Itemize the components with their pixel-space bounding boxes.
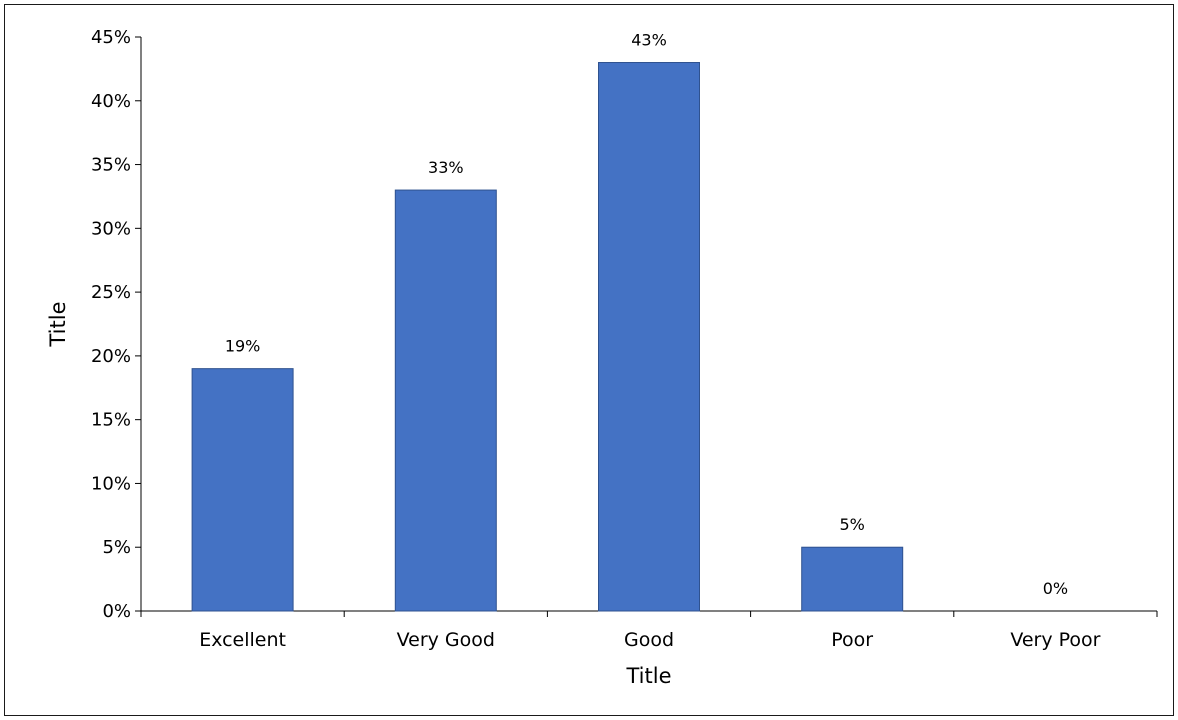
data-label: 5%	[840, 515, 865, 534]
y-tick-label: 35%	[91, 155, 131, 176]
x-tick-label: Very Poor	[1010, 629, 1100, 651]
x-tick-label: Very Good	[397, 629, 495, 651]
y-tick-label: 5%	[102, 537, 131, 558]
bars	[191, 62, 904, 612]
y-tick-label: 10%	[91, 473, 131, 494]
data-label: 33%	[428, 158, 464, 177]
y-tick-label: 0%	[102, 601, 131, 622]
bar-excellent	[191, 368, 294, 612]
bar-poor	[801, 546, 904, 612]
data-label: 0%	[1043, 579, 1068, 598]
x-tick-label: Poor	[831, 629, 873, 651]
chart-frame: 0% 5% 10% 15% 20% 25% 30% 35% 40% 45% Excellent Ve…	[4, 4, 1174, 716]
y-axis-title: Title	[46, 301, 70, 347]
y-tick-label: 30%	[91, 218, 131, 239]
bar-chart: 0% 5% 10% 15% 20% 25% 30% 35% 40% 45% Excellent Ve…	[46, 27, 1158, 688]
data-label: 43%	[631, 31, 667, 50]
bar-very-good	[394, 189, 497, 612]
y-tick-label: 40%	[91, 91, 131, 112]
data-label: 19%	[225, 337, 261, 356]
data-labels: 19% 33% 43% 5% 0%	[225, 31, 1068, 598]
bar-good	[598, 62, 700, 612]
y-tick-label: 25%	[91, 282, 131, 303]
x-tick-label: Good	[624, 629, 674, 651]
y-tick-label: 15%	[91, 410, 131, 431]
y-tick-label: 45%	[91, 27, 131, 48]
y-axis: 0% 5% 10% 15% 20% 25% 30% 35% 40% 45%	[91, 27, 142, 622]
x-tick-label: Excellent	[199, 629, 286, 651]
x-axis: Excellent Very Good Good Poor Very Poor	[140, 610, 1158, 651]
y-tick-label: 20%	[91, 346, 131, 367]
x-axis-title: Title	[625, 664, 671, 688]
